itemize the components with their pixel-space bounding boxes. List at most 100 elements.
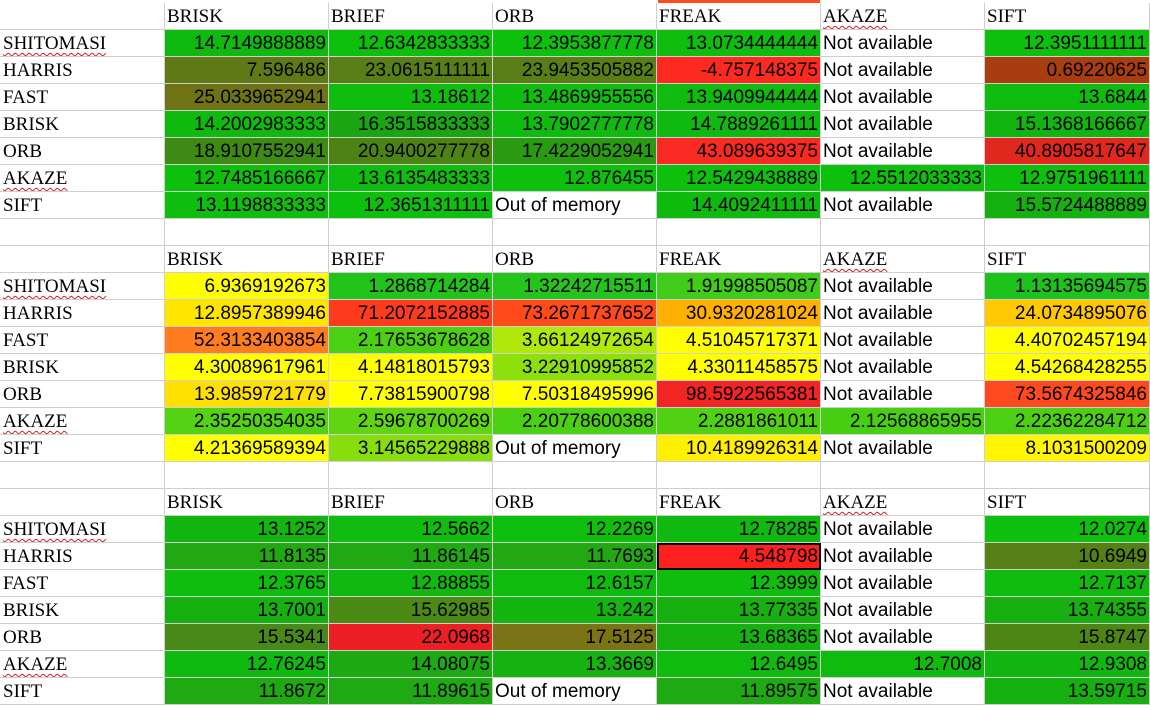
row-label[interactable]: HARRIS xyxy=(0,543,165,570)
row-label[interactable]: BRISK xyxy=(0,111,165,138)
table-cell[interactable]: 22.0968 xyxy=(329,624,493,651)
table-cell[interactable]: 0.69220625 xyxy=(985,57,1150,84)
table-cell[interactable]: 7.73815900798 xyxy=(329,381,493,408)
column-header[interactable]: AKAZE xyxy=(821,3,985,30)
table-cell[interactable]: 2.59678700269 xyxy=(329,408,493,435)
column-header[interactable]: ORB xyxy=(493,246,657,273)
empty-cell[interactable] xyxy=(657,462,821,489)
table-cell[interactable]: 13.4869955556 xyxy=(493,84,657,111)
row-label[interactable]: SIFT xyxy=(0,192,165,219)
table-cell[interactable]: Not available xyxy=(821,354,985,381)
row-label[interactable]: FAST xyxy=(0,84,165,111)
table-cell[interactable]: 15.5341 xyxy=(165,624,329,651)
table-cell[interactable]: 11.89575 xyxy=(657,678,821,705)
table-cell[interactable]: Not available xyxy=(821,516,985,543)
empty-cell[interactable] xyxy=(821,219,985,246)
table-cell[interactable]: 12.5662 xyxy=(329,516,493,543)
empty-cell[interactable] xyxy=(165,219,329,246)
column-header[interactable]: BRIEF xyxy=(329,489,493,516)
table-cell[interactable]: 12.78285 xyxy=(657,516,821,543)
table-cell[interactable]: Out of memory xyxy=(493,192,657,219)
table-cell[interactable]: 15.62985 xyxy=(329,597,493,624)
table-cell[interactable]: Not available xyxy=(821,543,985,570)
table-cell[interactable]: 20.9400277778 xyxy=(329,138,493,165)
table-cell[interactable]: Out of memory xyxy=(493,678,657,705)
table-cell[interactable]: 6.9369192673 xyxy=(165,273,329,300)
table-cell[interactable]: 13.6844 xyxy=(985,84,1150,111)
table-cell[interactable]: 4.33011458575 xyxy=(657,354,821,381)
table-cell[interactable]: 12.7137 xyxy=(985,570,1150,597)
table-cell[interactable]: Not available xyxy=(821,300,985,327)
table-cell[interactable]: 17.5125 xyxy=(493,624,657,651)
table-cell[interactable]: 12.7008 xyxy=(821,651,985,678)
table-cell[interactable]: 13.7902777778 xyxy=(493,111,657,138)
column-header[interactable]: FREAK xyxy=(657,489,821,516)
table-cell[interactable]: 11.89615 xyxy=(329,678,493,705)
column-header[interactable]: BRIEF xyxy=(329,3,493,30)
table-cell[interactable]: 4.21369589394 xyxy=(165,435,329,462)
row-label[interactable]: HARRIS xyxy=(0,57,165,84)
table-cell[interactable]: 98.5922565381 xyxy=(657,381,821,408)
row-label[interactable]: BRISK xyxy=(0,354,165,381)
table-cell[interactable]: 73.5674325846 xyxy=(985,381,1150,408)
table-cell[interactable]: 13.68365 xyxy=(657,624,821,651)
corner-cell[interactable] xyxy=(0,246,165,273)
table-cell[interactable]: 2.2881861011 xyxy=(657,408,821,435)
column-header[interactable]: FREAK xyxy=(657,3,821,30)
empty-cell[interactable] xyxy=(329,462,493,489)
table-cell[interactable]: 13.242 xyxy=(493,597,657,624)
row-label[interactable]: FAST xyxy=(0,570,165,597)
table-cell[interactable]: Not available xyxy=(821,624,985,651)
table-cell[interactable]: 13.59715 xyxy=(985,678,1150,705)
table-cell[interactable]: Not available xyxy=(821,57,985,84)
table-cell[interactable]: 12.2269 xyxy=(493,516,657,543)
table-cell[interactable]: 14.08075 xyxy=(329,651,493,678)
table-cell[interactable]: 4.548798 xyxy=(657,543,821,570)
row-label[interactable]: AKAZE xyxy=(0,408,165,435)
table-cell[interactable]: 12.6157 xyxy=(493,570,657,597)
table-cell[interactable]: 43.089639375 xyxy=(657,138,821,165)
table-cell[interactable]: 11.8135 xyxy=(165,543,329,570)
table-cell[interactable]: 2.12568865955 xyxy=(821,408,985,435)
empty-cell[interactable] xyxy=(985,219,1150,246)
row-label[interactable]: SIFT xyxy=(0,435,165,462)
table-cell[interactable]: 23.9453505882 xyxy=(493,57,657,84)
column-header[interactable]: AKAZE xyxy=(821,246,985,273)
table-cell[interactable]: 2.17653678628 xyxy=(329,327,493,354)
table-cell[interactable]: 15.1368166667 xyxy=(985,111,1150,138)
table-cell[interactable]: Not available xyxy=(821,570,985,597)
table-cell[interactable]: Out of memory xyxy=(493,435,657,462)
table-cell[interactable]: Not available xyxy=(821,327,985,354)
table-cell[interactable]: Not available xyxy=(821,84,985,111)
table-cell[interactable]: 17.4229052941 xyxy=(493,138,657,165)
table-cell[interactable]: Not available xyxy=(821,678,985,705)
table-cell[interactable]: 13.9409944444 xyxy=(657,84,821,111)
table-cell[interactable]: 10.4189926314 xyxy=(657,435,821,462)
corner-cell[interactable] xyxy=(0,3,165,30)
table-cell[interactable]: Not available xyxy=(821,381,985,408)
empty-cell[interactable] xyxy=(493,219,657,246)
table-cell[interactable]: 12.9751961111 xyxy=(985,165,1150,192)
table-cell[interactable]: 71.2072152885 xyxy=(329,300,493,327)
empty-cell[interactable] xyxy=(0,219,165,246)
table-cell[interactable]: 24.0734895076 xyxy=(985,300,1150,327)
empty-cell[interactable] xyxy=(985,462,1150,489)
table-cell[interactable]: 12.0274 xyxy=(985,516,1150,543)
table-cell[interactable]: 1.13135694575 xyxy=(985,273,1150,300)
corner-cell[interactable] xyxy=(0,489,165,516)
table-cell[interactable]: 73.2671737652 xyxy=(493,300,657,327)
row-label[interactable]: SHITOMASI xyxy=(0,273,165,300)
table-cell[interactable]: Not available xyxy=(821,597,985,624)
table-cell[interactable]: 13.7001 xyxy=(165,597,329,624)
table-cell[interactable]: 12.5429438889 xyxy=(657,165,821,192)
table-cell[interactable]: 12.3765 xyxy=(165,570,329,597)
column-header[interactable]: SIFT xyxy=(985,3,1150,30)
table-cell[interactable]: 13.18612 xyxy=(329,84,493,111)
table-cell[interactable]: 23.0615111111 xyxy=(329,57,493,84)
table-cell[interactable]: 12.5512033333 xyxy=(821,165,985,192)
row-label[interactable]: SHITOMASI xyxy=(0,516,165,543)
table-cell[interactable]: 13.1198833333 xyxy=(165,192,329,219)
table-cell[interactable]: 12.876455 xyxy=(493,165,657,192)
table-cell[interactable]: 2.35250354035 xyxy=(165,408,329,435)
